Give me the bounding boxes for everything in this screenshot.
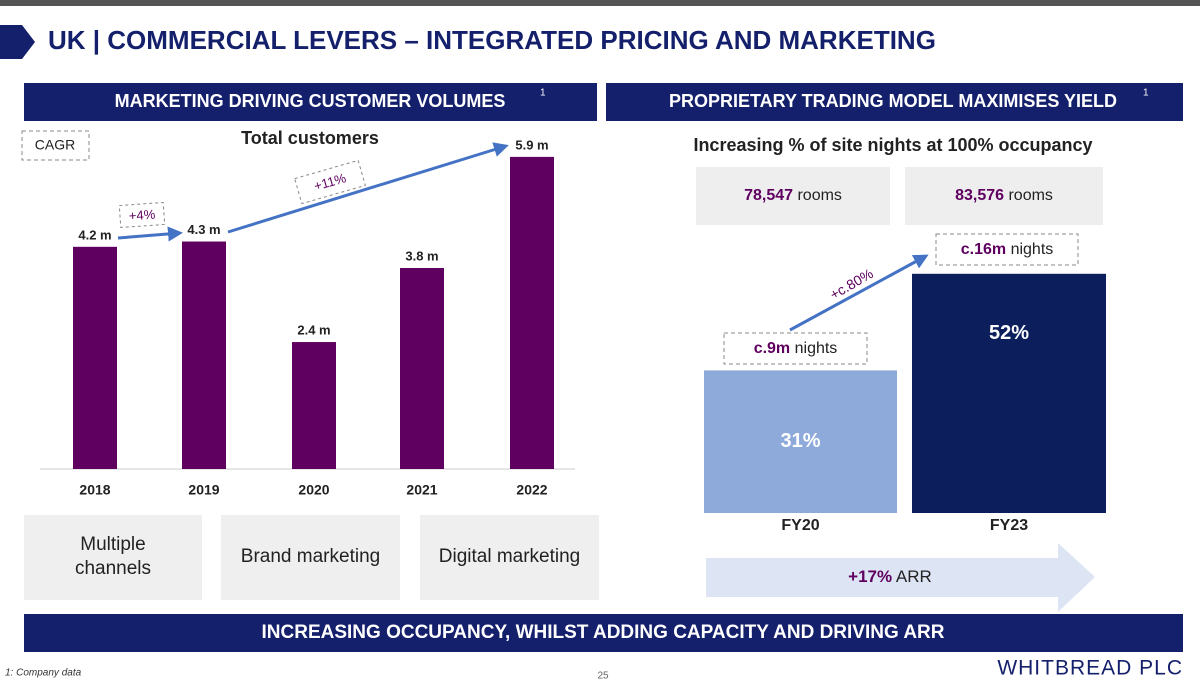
rooms-value: 83,576 (955, 187, 1004, 204)
value-label: 2.4 m (297, 322, 330, 337)
right-header (606, 83, 1183, 121)
left-header-text: MARKETING DRIVING CUSTOMER VOLUMES (115, 91, 506, 111)
banner-text: INCREASING OCCUPANCY, WHILST ADDING CAPA… (262, 622, 945, 643)
arr-value: +17% (848, 567, 892, 586)
nights-value: c.16m (961, 241, 1006, 258)
rooms-unit: rooms (797, 187, 841, 204)
legend-label: CAGR (35, 137, 75, 153)
nights-unit: nights (1011, 241, 1054, 258)
lever-label: Multiple channels (75, 534, 151, 579)
x-tick-label: 2022 (516, 482, 547, 498)
bar (912, 273, 1106, 513)
x-tick-label: 2021 (406, 482, 437, 498)
footnote-ref: 1 (540, 88, 546, 99)
bar (73, 246, 117, 469)
nights-value: c.9m (754, 340, 790, 357)
lever-label: Digital marketing (439, 546, 581, 567)
bar (510, 156, 554, 469)
right-header-text: PROPRIETARY TRADING MODEL MAXIMISES YIEL… (669, 91, 1117, 111)
rooms-unit: rooms (1008, 187, 1052, 204)
x-tick-label: 2019 (188, 482, 219, 498)
rooms-label: 83,576 rooms (955, 187, 1053, 204)
rooms-label: 78,547 rooms (744, 187, 842, 204)
nights-label: c.16m nights (961, 241, 1054, 258)
page-number: 25 (597, 671, 609, 679)
chart-title: Total customers (241, 128, 379, 148)
footnote: 1: Company data (5, 668, 82, 679)
bar (292, 342, 336, 469)
value-label: 4.3 m (187, 222, 220, 237)
nights-box (723, 332, 868, 365)
rooms-value: 78,547 (744, 187, 793, 204)
slide-title: UK | COMMERCIAL LEVERS – INTEGRATED PRIC… (48, 25, 936, 55)
annotation: +4% (128, 207, 156, 224)
banner (24, 614, 1183, 652)
bar (182, 241, 226, 469)
lever-box (24, 515, 202, 600)
legend-box (21, 130, 90, 161)
value-label: 5.9 m (515, 137, 548, 152)
value-label: 52% (989, 322, 1029, 344)
chart-title: Increasing % of site nights at 100% occu… (693, 135, 1092, 155)
x-tick-label: FY23 (990, 517, 1028, 534)
footnote-ref: 1 (1143, 88, 1149, 99)
arr-arrow (706, 543, 1095, 612)
arr-unit: ARR (896, 567, 932, 586)
nights-box (935, 233, 1079, 266)
nights-label: c.9m nights (754, 340, 838, 357)
top-bar (0, 0, 1200, 6)
annotation-box (118, 201, 166, 229)
rooms-box (905, 167, 1103, 225)
lever-box (420, 515, 599, 600)
annotation-box (294, 159, 366, 205)
logo: WHITBREAD PLC (997, 657, 1183, 679)
value-label: 3.8 m (405, 248, 438, 263)
value-label: 31% (780, 430, 820, 452)
arr-label: +17% ARR (848, 567, 932, 586)
nights-unit: nights (795, 340, 838, 357)
lever-label: Brand marketing (241, 546, 380, 567)
lever-box (221, 515, 400, 600)
bar (400, 267, 444, 469)
left-header (24, 83, 597, 121)
cagr-arrow (117, 226, 183, 242)
x-tick-label: FY20 (781, 517, 819, 534)
value-label: 4.2 m (78, 227, 111, 242)
growth-arrow (789, 254, 929, 332)
rooms-box (696, 167, 890, 225)
x-tick-label: 2020 (298, 482, 329, 498)
x-tick-label: 2018 (79, 482, 110, 498)
cagr-arrow (227, 142, 509, 234)
bar (704, 370, 897, 513)
title-chevron (0, 25, 35, 59)
